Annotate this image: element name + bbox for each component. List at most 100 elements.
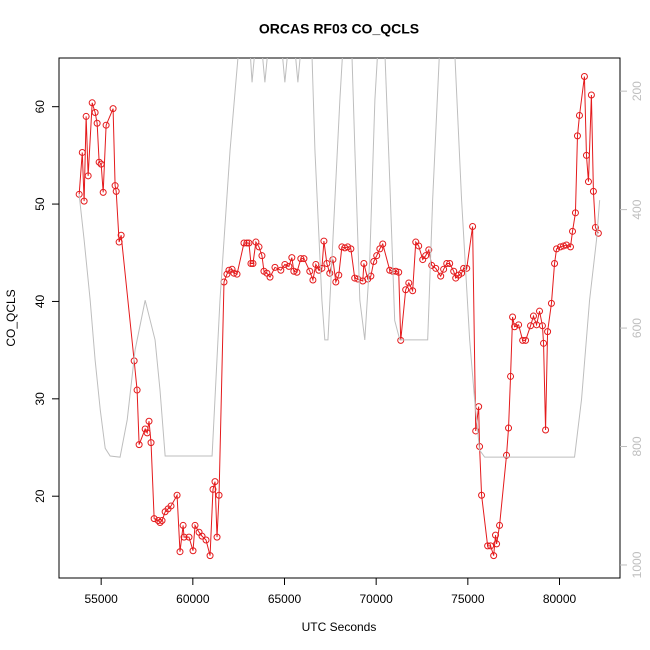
data-point: [507, 372, 515, 380]
chart-title: ORCAS RF03 CO_QCLS: [259, 21, 419, 37]
data-point: [437, 272, 445, 280]
data-point: [529, 312, 537, 320]
data-point: [360, 259, 368, 267]
data-point: [225, 266, 233, 274]
data-point: [158, 517, 166, 525]
data-point: [230, 269, 238, 277]
data-point: [536, 307, 544, 315]
data-point: [443, 259, 451, 267]
data-point: [492, 531, 500, 539]
data-point: [556, 243, 564, 251]
y2-tick-label: 1000: [630, 551, 644, 578]
data-point: [112, 187, 120, 195]
data-point: [469, 222, 477, 230]
data-point: [347, 245, 355, 253]
data-point: [233, 270, 241, 278]
data-point: [145, 417, 153, 425]
data-point: [189, 547, 197, 555]
data-point: [109, 105, 117, 113]
x-tick-label: 80000: [543, 592, 577, 606]
series-line: [78, 58, 601, 458]
y-tick-label: 50: [33, 197, 47, 211]
data-point: [450, 267, 458, 275]
data-point: [582, 151, 590, 159]
data-point: [463, 264, 471, 272]
series-line: [78, 76, 599, 556]
data-point: [176, 548, 184, 556]
data-point: [150, 515, 158, 523]
data-point: [198, 532, 206, 540]
data-point: [141, 425, 149, 433]
data-point: [156, 518, 164, 526]
data-point: [154, 517, 162, 525]
data-point: [115, 238, 123, 246]
data-point: [584, 178, 592, 186]
data-point: [285, 262, 293, 270]
y-tick-label: 30: [33, 392, 47, 406]
data-point: [223, 270, 231, 278]
y2-tick-label: 400: [630, 199, 644, 219]
data-point: [255, 243, 263, 251]
data-point: [515, 321, 523, 329]
data-point: [460, 264, 468, 272]
data-point: [395, 268, 403, 276]
x-tick-label: 60000: [176, 592, 210, 606]
data-point: [143, 429, 151, 437]
data-point: [247, 259, 255, 267]
data-point: [281, 260, 289, 268]
data-point: [258, 252, 266, 260]
data-point: [505, 424, 513, 432]
data-point: [80, 197, 88, 205]
data-point: [290, 267, 298, 275]
data-point: [509, 313, 517, 321]
data-point: [318, 264, 326, 272]
data-point: [209, 485, 217, 493]
data-point: [547, 299, 555, 307]
y-axis-label: CO_QCLS: [4, 289, 18, 346]
data-point: [425, 246, 433, 254]
data-point: [95, 158, 103, 166]
data-point: [562, 241, 570, 249]
plot-frame: [58, 57, 621, 579]
data-point: [496, 521, 504, 529]
data-point: [511, 323, 519, 331]
data-point: [78, 148, 86, 156]
data-point: [252, 238, 260, 246]
x-axis-label: UTC Seconds: [302, 620, 377, 634]
data-point: [335, 271, 343, 279]
data-point: [329, 256, 337, 264]
data-point: [542, 426, 550, 434]
data-point: [409, 287, 417, 295]
plot-area: [75, 58, 602, 560]
data-point: [300, 255, 308, 263]
data-point: [147, 439, 155, 447]
data-point: [573, 132, 581, 140]
data-point: [215, 491, 223, 499]
data-point: [326, 269, 334, 277]
data-point: [117, 231, 125, 239]
x-tick-label: 70000: [359, 592, 393, 606]
data-point: [569, 227, 577, 235]
data-point: [487, 542, 495, 550]
data-point: [519, 336, 527, 344]
data-point: [266, 273, 274, 281]
data-point: [553, 245, 561, 253]
data-point: [540, 339, 548, 347]
data-point: [228, 265, 236, 273]
data-point: [306, 267, 314, 275]
data-point: [551, 259, 559, 267]
data-point: [478, 491, 486, 499]
x-tick-label: 75000: [451, 592, 485, 606]
data-point: [490, 552, 498, 560]
data-point: [99, 188, 107, 196]
data-point: [180, 533, 188, 541]
data-point: [320, 237, 328, 245]
data-point: [493, 540, 501, 548]
x-tick-label: 55000: [84, 592, 118, 606]
data-point: [91, 109, 99, 117]
y2-tick-label: 600: [630, 318, 644, 338]
data-point: [88, 99, 96, 107]
data-point: [594, 229, 602, 237]
x-tick-label: 65000: [268, 592, 302, 606]
